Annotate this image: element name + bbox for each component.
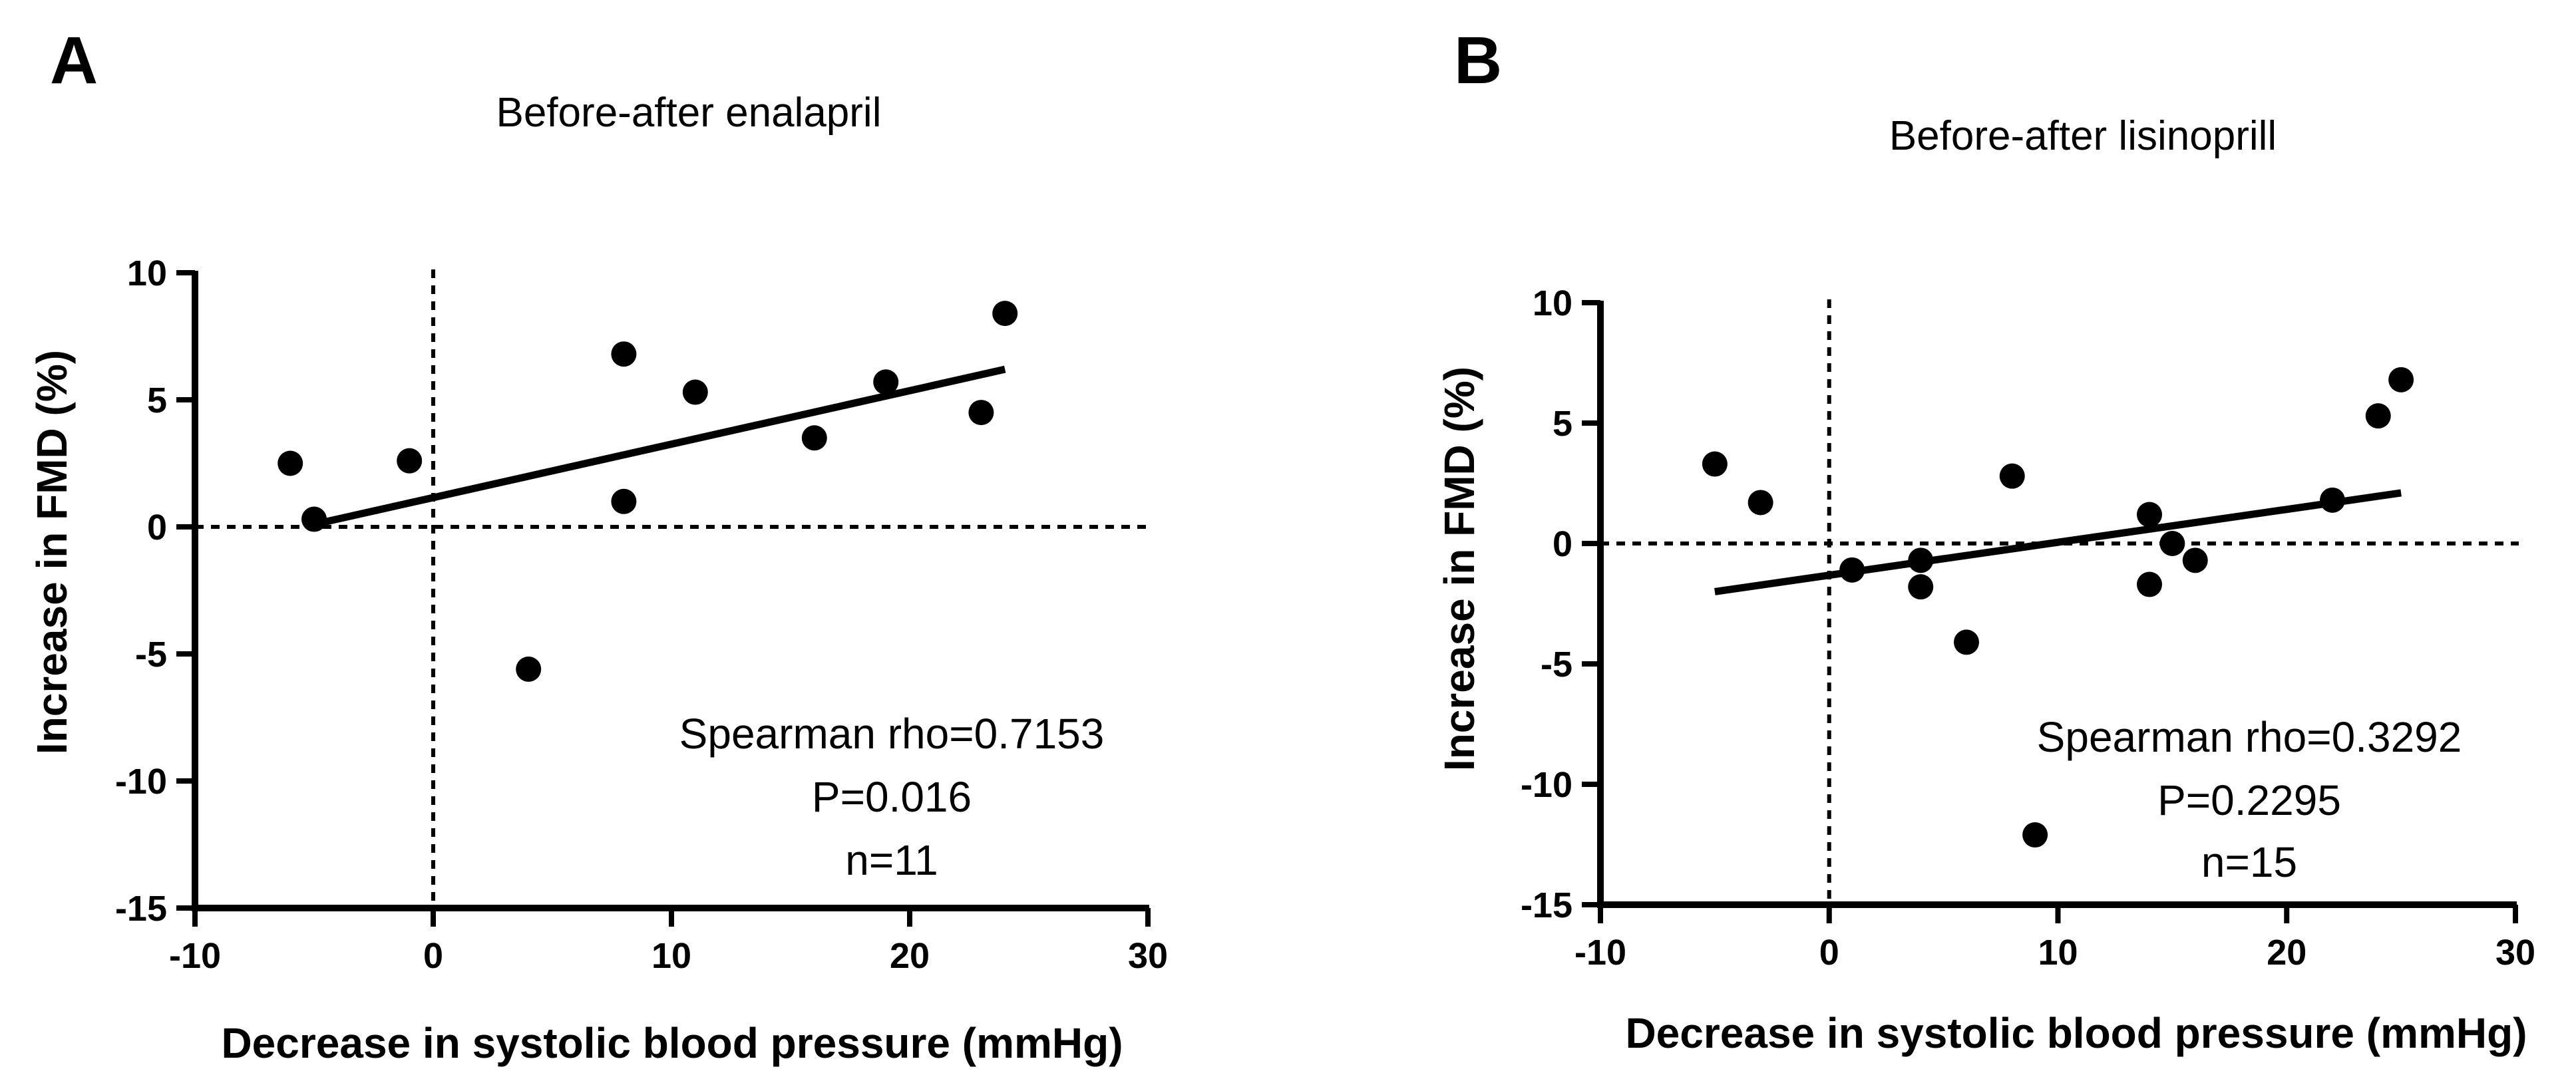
panel-a-x-tick-label: 20 <box>890 936 930 976</box>
panel-b-data-point <box>1954 629 1979 655</box>
panel-a-label: A <box>50 23 98 98</box>
panel-a: A Before-after enalapril -10 0 10 20 30 -15-… <box>28 23 1168 1067</box>
panel-b-y-ticks: -15 -10 -5 0 5 10 <box>1521 283 1600 925</box>
panel-b-label: B <box>1454 23 1502 98</box>
panel-a-stat-rho: Spearman rho=0.7153 <box>679 710 1105 758</box>
panel-b-data-point <box>2159 531 2185 556</box>
panel-b-data-point <box>1908 547 1934 573</box>
panel-a-title: Before-after enalapril <box>496 90 882 136</box>
panel-a-data-point <box>682 379 708 405</box>
panel-b-data-point <box>1748 490 1773 516</box>
panel-b-y-tick-label: -15 <box>1521 885 1572 925</box>
panel-a-data-point <box>611 488 637 514</box>
panel-a-y-tick-label: -15 <box>115 889 167 929</box>
panel-a-x-axis-label: Decrease in systolic blood pressure (mmH… <box>221 1019 1123 1067</box>
panel-b-x-tick-label: -10 <box>1574 933 1626 973</box>
panel-b-x-tick-label: 10 <box>2038 933 2078 973</box>
panel-a-points <box>277 301 1018 682</box>
panel-a-y-tick-label: 10 <box>127 253 167 293</box>
panel-b-data-point <box>1839 557 1865 583</box>
panel-a-y-axis-label: Increase in FMD (%) <box>28 350 76 754</box>
panel-a-stat-n: n=11 <box>845 836 938 884</box>
panel-b: B Before-after lisinoprill -10 0 10 20 30 -1… <box>1435 23 2535 1057</box>
panel-a-y-tick-label: -10 <box>115 762 167 802</box>
panel-a-data-point <box>611 341 637 367</box>
panel-b-stat-n: n=15 <box>2201 838 2297 886</box>
panel-a-stat-p: P=0.016 <box>812 773 972 821</box>
panel-a-data-point <box>301 506 327 532</box>
panel-a-data-point <box>873 369 899 395</box>
panel-b-data-point <box>2388 367 2414 392</box>
panel-a-y-ticks: -15 -10 -5 0 5 10 <box>115 253 195 929</box>
panel-a-data-point <box>397 448 423 474</box>
panel-a-data-point <box>801 425 827 451</box>
panel-a-data-point <box>277 450 303 476</box>
panel-b-fit-line <box>1714 489 2402 595</box>
panel-b-stat-p: P=0.2295 <box>2157 776 2341 824</box>
panel-b-y-tick-label: 5 <box>1553 404 1572 444</box>
panel-b-data-point <box>1702 451 1728 477</box>
panel-b-stat-rho: Spearman rho=0.3292 <box>2037 713 2462 761</box>
panel-b-points <box>1702 367 2414 848</box>
panel-b-data-point <box>2137 571 2162 597</box>
panel-b-x-tick-label: 30 <box>2495 933 2535 973</box>
panel-a-x-tick-label: -10 <box>169 936 221 976</box>
panel-b-y-tick-label: 0 <box>1553 524 1572 564</box>
panel-a-data-point <box>516 656 542 682</box>
panel-b-x-axis-label: Decrease in systolic blood pressure (mmH… <box>1625 1009 2527 1057</box>
panel-b-data-point <box>2320 487 2345 513</box>
panel-a-y-tick-label: 0 <box>147 508 167 547</box>
panel-a-data-point <box>968 400 994 426</box>
panel-b-data-point <box>1999 463 2025 489</box>
panel-a-x-ticks: -10 0 10 20 30 <box>169 908 1168 976</box>
panel-b-data-point <box>2022 822 2048 848</box>
panel-a-fit-line <box>313 365 1006 528</box>
panel-a-y-tick-label: 5 <box>147 381 167 420</box>
panel-a-data-point <box>992 301 1018 327</box>
panel-b-y-axis-label: Increase in FMD (%) <box>1435 367 1483 771</box>
panel-b-data-point <box>2182 547 2208 573</box>
panel-a-y-tick-label: -5 <box>135 635 167 675</box>
panel-a-x-tick-label: 30 <box>1128 936 1168 976</box>
panel-b-y-tick-label: -10 <box>1521 765 1572 805</box>
panel-b-x-tick-label: 0 <box>1819 933 1839 973</box>
panel-b-title: Before-after lisinoprill <box>1889 113 2277 159</box>
panel-b-y-tick-label: -5 <box>1541 645 1572 685</box>
panel-b-y-tick-label: 10 <box>1533 283 1572 323</box>
panel-b-x-tick-label: 20 <box>2267 933 2306 973</box>
panel-b-data-point <box>2365 403 2391 429</box>
panel-a-x-tick-label: 0 <box>423 936 443 976</box>
panel-b-data-point <box>2137 502 2162 528</box>
panel-b-x-ticks: -10 0 10 20 30 <box>1574 905 2535 973</box>
panel-a-x-tick-label: 10 <box>651 936 691 976</box>
panel-b-data-point <box>1908 574 1934 600</box>
